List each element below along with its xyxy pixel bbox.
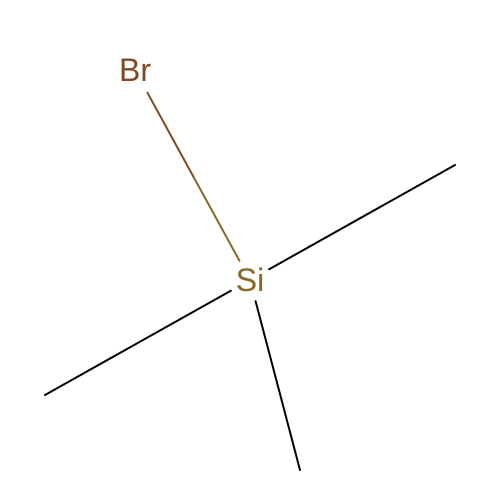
atom-label-si: Si bbox=[236, 264, 264, 296]
bond bbox=[45, 291, 231, 395]
bond bbox=[256, 301, 300, 470]
bond-segment bbox=[193, 177, 239, 261]
bond-segment bbox=[147, 93, 193, 177]
bond bbox=[269, 165, 455, 269]
bond-layer bbox=[0, 0, 500, 500]
molecule-diagram: Si Br bbox=[0, 0, 500, 500]
atom-label-br: Br bbox=[119, 54, 151, 86]
